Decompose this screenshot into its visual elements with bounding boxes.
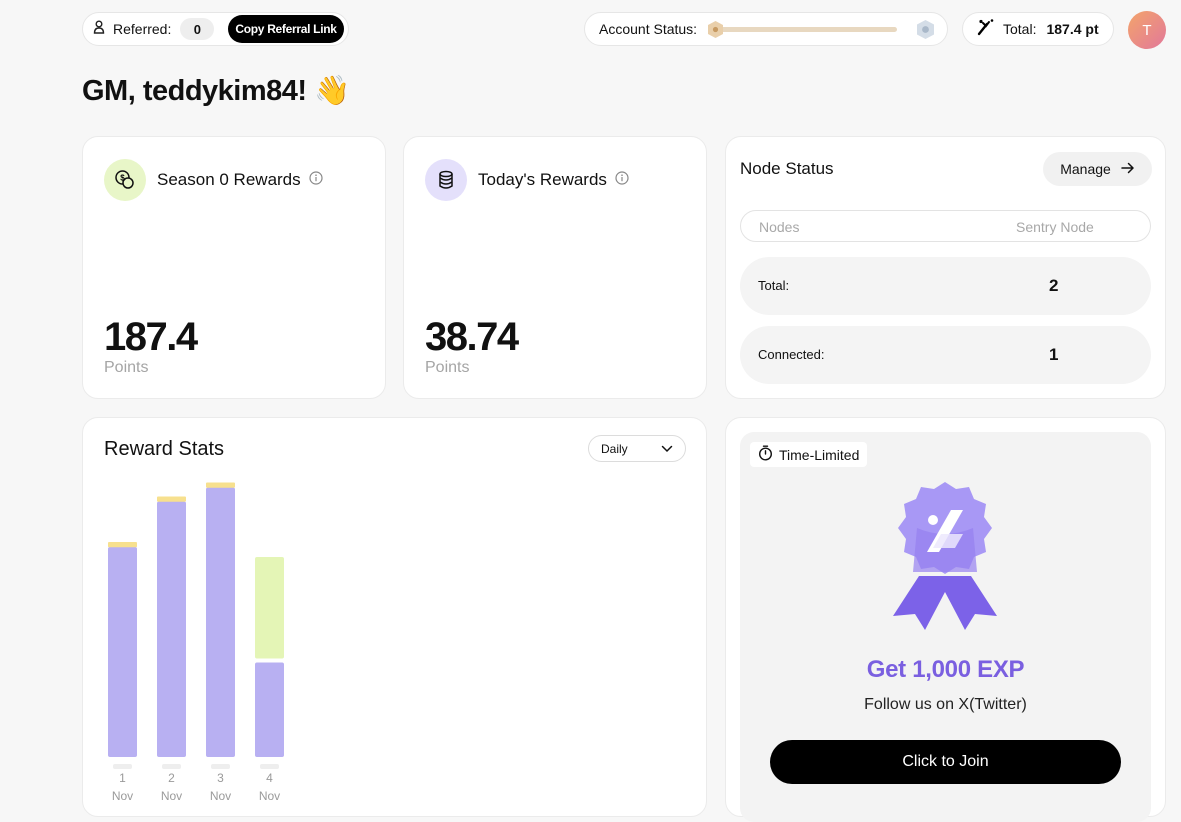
node-status-title: Node Status (740, 159, 834, 178)
chart-tick-label: 4 (266, 771, 273, 785)
period-dropdown[interactable]: Daily (588, 435, 686, 462)
today-rewards-unit: Points (425, 359, 470, 376)
node-total-label: Total: (758, 278, 790, 293)
chart-tick-label: 2 (168, 771, 175, 785)
season-rewards-card: $ Season 0 Rewards 187.4 Points (82, 136, 386, 399)
chart-tick-label: Nov (112, 789, 133, 803)
manage-label: Manage (1060, 161, 1111, 177)
copy-referral-link-button[interactable]: Copy Referral Link (228, 15, 344, 43)
node-row-connected: Connected: 1 (740, 326, 1151, 384)
today-rewards-title: Today's Rewards (478, 170, 607, 189)
total-points-pill: Total: 187.4 pt (962, 12, 1114, 46)
points-icon (977, 18, 995, 41)
chart-bar-segment (108, 542, 137, 548)
promo-title: Get 1,000 EXP (866, 656, 1025, 683)
referral-pill: Referred: 0 Copy Referral Link (82, 12, 349, 46)
chart-bar-segment (157, 496, 186, 502)
node-row-total: Total: 2 (740, 257, 1151, 315)
reward-stats-card: 1 Nov 2 Nov 3 Nov 4 Nov Reward Stats Daily (82, 417, 707, 817)
chart-tick-mark (113, 764, 132, 769)
page-title: GM, teddykim84! 👋 (82, 74, 350, 108)
account-status-pill: Account Status: (584, 12, 948, 46)
reward-stats-chart: 1 Nov 2 Nov 3 Nov 4 Nov (108, 482, 284, 803)
avatar[interactable]: T (1128, 11, 1166, 49)
period-value: Daily (601, 441, 628, 456)
silver-level-icon (916, 19, 935, 45)
season-rewards-title: Season 0 Rewards (157, 170, 301, 189)
chart-tick-label: Nov (161, 789, 182, 803)
node-status-card: Node Status Manage Nodes Sentry Node Tot… (725, 136, 1166, 399)
chart-bar-segment (255, 557, 284, 659)
col-nodes: Nodes (759, 219, 800, 235)
node-connected-value: 1 (1049, 345, 1059, 364)
chart-tick-label: 3 (217, 771, 224, 785)
chart-tick-mark (260, 764, 279, 769)
chart-tick-label: Nov (210, 789, 231, 803)
time-limited-label: Time-Limited (779, 446, 860, 463)
chart-bar (157, 501, 186, 757)
info-icon[interactable] (309, 170, 323, 190)
referred-count: 0 (180, 18, 215, 40)
chart-bar (255, 662, 284, 757)
promo-panel: Time-Limited Get 1,000 EXP Follow us on … (740, 432, 1151, 822)
wave-emoji: 👋 (314, 75, 350, 107)
time-limited-badge: Time-Limited (750, 442, 868, 467)
promo-card: Time-Limited Get 1,000 EXP Follow us on … (725, 417, 1166, 822)
account-status-progress (707, 18, 935, 40)
reward-stats-title: Reward Stats (104, 438, 225, 460)
join-button[interactable]: Click to Join (770, 740, 1121, 784)
chart-tick-label: Nov (259, 789, 280, 803)
node-table-header: Nodes Sentry Node (740, 210, 1151, 242)
info-icon[interactable] (615, 170, 629, 190)
greeting-text: GM, teddykim84! (82, 75, 307, 107)
total-label: Total: (1003, 21, 1037, 37)
award-ribbon-icon (885, 480, 1005, 637)
chart-tick-label: 1 (119, 771, 126, 785)
season-rewards-value: 187.4 (104, 315, 198, 359)
manage-button[interactable]: Manage (1043, 152, 1152, 186)
today-rewards-value: 38.74 (425, 315, 519, 359)
coins-icon: $ (104, 159, 146, 201)
chart-tick-mark (162, 764, 181, 769)
database-icon (425, 159, 467, 201)
today-rewards-card: Today's Rewards 38.74 Points (403, 136, 707, 399)
season-rewards-unit: Points (104, 359, 149, 376)
bronze-level-icon (707, 20, 724, 44)
node-connected-label: Connected: (758, 347, 825, 362)
arrow-right-icon (1121, 161, 1135, 177)
account-status-label: Account Status: (599, 21, 698, 37)
user-icon (93, 20, 105, 39)
chevron-down-icon (661, 442, 673, 456)
total-value: 187.4 pt (1046, 21, 1099, 37)
stopwatch-icon (758, 445, 773, 464)
chart-bar-segment (206, 482, 235, 488)
referred-label: Referred: (113, 21, 172, 37)
chart-bar (108, 547, 137, 757)
node-total-value: 2 (1049, 276, 1059, 295)
svg-text:$: $ (120, 174, 125, 183)
promo-subtitle: Follow us on X(Twitter) (864, 696, 1027, 713)
col-sentry-node: Sentry Node (1016, 219, 1094, 235)
chart-tick-mark (211, 764, 230, 769)
chart-bar (206, 487, 235, 757)
